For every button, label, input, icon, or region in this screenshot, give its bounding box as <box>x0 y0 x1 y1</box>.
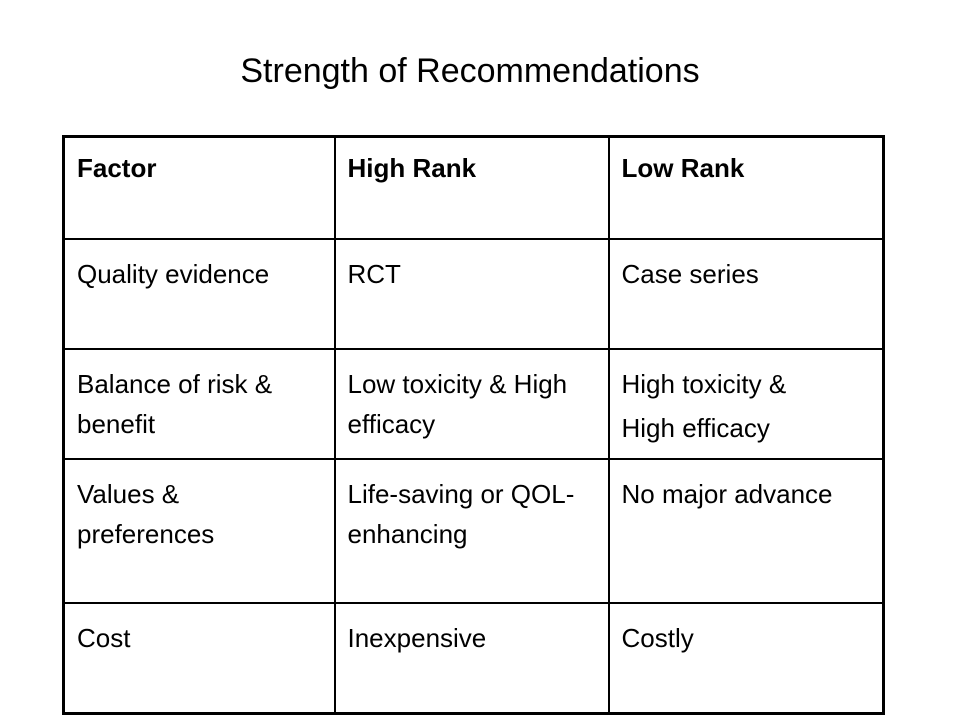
table-cell: Low toxicity & High efficacy <box>333 348 610 460</box>
table-cell: Quality evidence <box>62 238 336 350</box>
cell-line: High efficacy <box>621 413 770 443</box>
table-cell: Cost <box>62 602 336 715</box>
table-cell: RCT <box>333 238 610 350</box>
table-cell: Costly <box>607 602 885 715</box>
header-row: Factor High Rank Low Rank <box>62 135 885 240</box>
header-cell: Factor <box>62 135 336 240</box>
table-cell: High toxicity & High efficacy <box>607 348 885 460</box>
table-cell: No major advance <box>607 458 885 604</box>
table-cell: Balance of risk & benefit <box>62 348 336 460</box>
cell-line: High toxicity & <box>621 369 787 399</box>
table-cell: Values & preferences <box>62 458 336 604</box>
table-cell: Life-saving or QOL-enhancing <box>333 458 610 604</box>
slide-title: Strength of Recommendations <box>240 52 700 90</box>
table-row: Quality evidence RCT Case series <box>62 238 885 350</box>
table-row: Cost Inexpensive Costly <box>62 602 885 715</box>
table-cell: Case series <box>607 238 885 350</box>
header-cell: Low Rank <box>607 135 885 240</box>
header-cell: High Rank <box>333 135 610 240</box>
table-row: Values & preferences Life-saving or QOL-e… <box>62 458 885 604</box>
table: Factor High Rank Low Rank Quality evidence… <box>62 135 885 715</box>
table-cell: Inexpensive <box>333 602 610 715</box>
table-row: Balance of risk & benefit Low toxicity & … <box>62 348 885 460</box>
